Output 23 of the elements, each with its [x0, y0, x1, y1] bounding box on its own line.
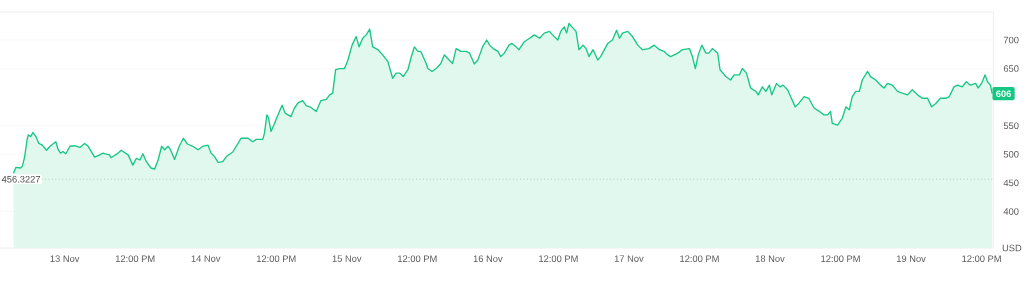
x-tick-label: 18 Nov [755, 255, 785, 262]
x-tick-label: 12:00 PM [539, 255, 578, 262]
annotation: 606 [996, 90, 1011, 98]
x-tick-label: 12:00 PM [115, 255, 155, 262]
x-tick-label: 13 Nov [50, 255, 80, 262]
y-axis-title: USD [1002, 244, 1022, 252]
x-tick-label: 14 Nov [191, 255, 221, 262]
y-tick-label: 700 [1003, 36, 1019, 44]
x-tick-label: 15 Nov [332, 255, 362, 262]
y-tick-label: 500 [1003, 150, 1019, 158]
y-tick-label: 450 [1003, 179, 1019, 187]
x-tick-label: 12:00 PM [398, 255, 437, 262]
y-tick-label: 650 [1003, 65, 1019, 72]
x-tick-label: 16 Nov [473, 255, 503, 262]
ref-line-label: 456.3227 [1, 175, 41, 183]
x-tick-label: 12:00 PM [962, 255, 1001, 262]
y-tick-label: 400 [1003, 208, 1019, 215]
x-tick-label: 19 Nov [896, 255, 926, 262]
x-tick-label: 17 Nov [614, 255, 644, 262]
x-tick-label: 12:00 PM [680, 255, 719, 262]
x-tick-label: 12:00 PM [256, 255, 296, 262]
x-tick-label: 12:00 PM [821, 255, 860, 262]
y-tick-label: 550 [1003, 122, 1019, 130]
